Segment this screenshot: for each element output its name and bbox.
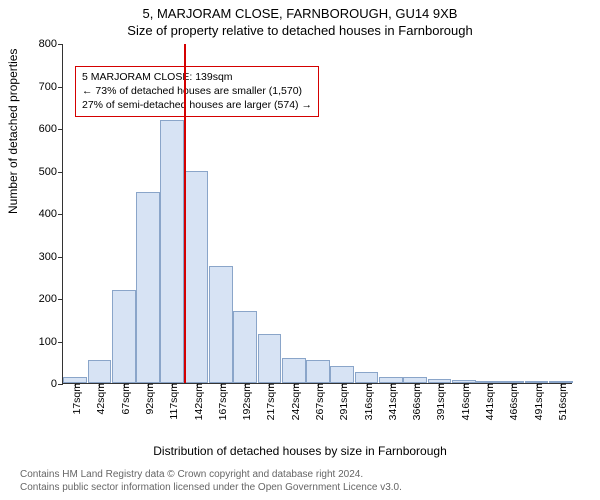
histogram-bar xyxy=(185,171,209,384)
info-box-line1: 5 MARJORAM CLOSE: 139sqm xyxy=(82,70,312,84)
x-tick-label: 67sqm xyxy=(116,383,132,415)
chart-title-address: 5, MARJORAM CLOSE, FARNBOROUGH, GU14 9XB xyxy=(0,0,600,21)
x-tick-label: 416sqm xyxy=(456,383,472,420)
x-tick-label: 117sqm xyxy=(164,383,180,420)
info-box: 5 MARJORAM CLOSE: 139sqm ← 73% of detach… xyxy=(75,66,319,117)
x-tick-label: 192sqm xyxy=(237,383,253,420)
x-tick-label: 42sqm xyxy=(91,383,107,415)
footer-line2: Contains public sector information licen… xyxy=(20,481,402,494)
y-tick-mark xyxy=(58,129,63,130)
y-tick-mark xyxy=(58,172,63,173)
y-tick-mark xyxy=(58,214,63,215)
y-tick-mark xyxy=(58,384,63,385)
chart-title-desc: Size of property relative to detached ho… xyxy=(0,21,600,38)
x-tick-label: 316sqm xyxy=(359,383,375,420)
x-tick-label: 267sqm xyxy=(310,383,326,420)
histogram-bar xyxy=(306,360,330,383)
x-tick-label: 391sqm xyxy=(431,383,447,420)
x-tick-label: 341sqm xyxy=(383,383,399,420)
x-tick-label: 366sqm xyxy=(407,383,423,420)
x-tick-label: 167sqm xyxy=(213,383,229,420)
x-tick-label: 242sqm xyxy=(286,383,302,420)
x-tick-label: 92sqm xyxy=(140,383,156,415)
histogram-bar xyxy=(112,290,136,384)
y-tick-mark xyxy=(58,87,63,88)
x-axis-label: Distribution of detached houses by size … xyxy=(0,444,600,458)
footer-attribution: Contains HM Land Registry data © Crown c… xyxy=(20,468,402,494)
histogram-bar xyxy=(233,311,257,383)
chart-plot-area: 5 MARJORAM CLOSE: 139sqm ← 73% of detach… xyxy=(62,44,572,384)
x-tick-label: 142sqm xyxy=(189,383,205,420)
y-tick-mark xyxy=(58,44,63,45)
x-tick-label: 291sqm xyxy=(334,383,350,420)
info-box-line3: 27% of semi-detached houses are larger (… xyxy=(82,98,312,112)
footer-line1: Contains HM Land Registry data © Crown c… xyxy=(20,468,402,481)
histogram-bar xyxy=(209,266,233,383)
y-tick-mark xyxy=(58,257,63,258)
x-tick-label: 491sqm xyxy=(529,383,545,420)
histogram-bar xyxy=(330,366,354,383)
x-tick-label: 17sqm xyxy=(67,383,83,415)
y-tick-mark xyxy=(58,299,63,300)
x-tick-label: 516sqm xyxy=(553,383,569,420)
x-tick-label: 217sqm xyxy=(261,383,277,420)
histogram-bar xyxy=(160,120,184,384)
y-tick-mark xyxy=(58,342,63,343)
marker-line xyxy=(184,44,186,383)
histogram-bar xyxy=(258,334,282,383)
histogram-bar xyxy=(355,372,379,383)
x-tick-label: 466sqm xyxy=(504,383,520,420)
histogram-bar xyxy=(282,358,306,384)
info-box-line2: ← 73% of detached houses are smaller (1,… xyxy=(82,84,312,98)
histogram-bar xyxy=(88,360,112,383)
y-axis-label: Number of detached properties xyxy=(6,49,20,214)
x-tick-label: 441sqm xyxy=(480,383,496,420)
histogram-bar xyxy=(136,192,160,383)
